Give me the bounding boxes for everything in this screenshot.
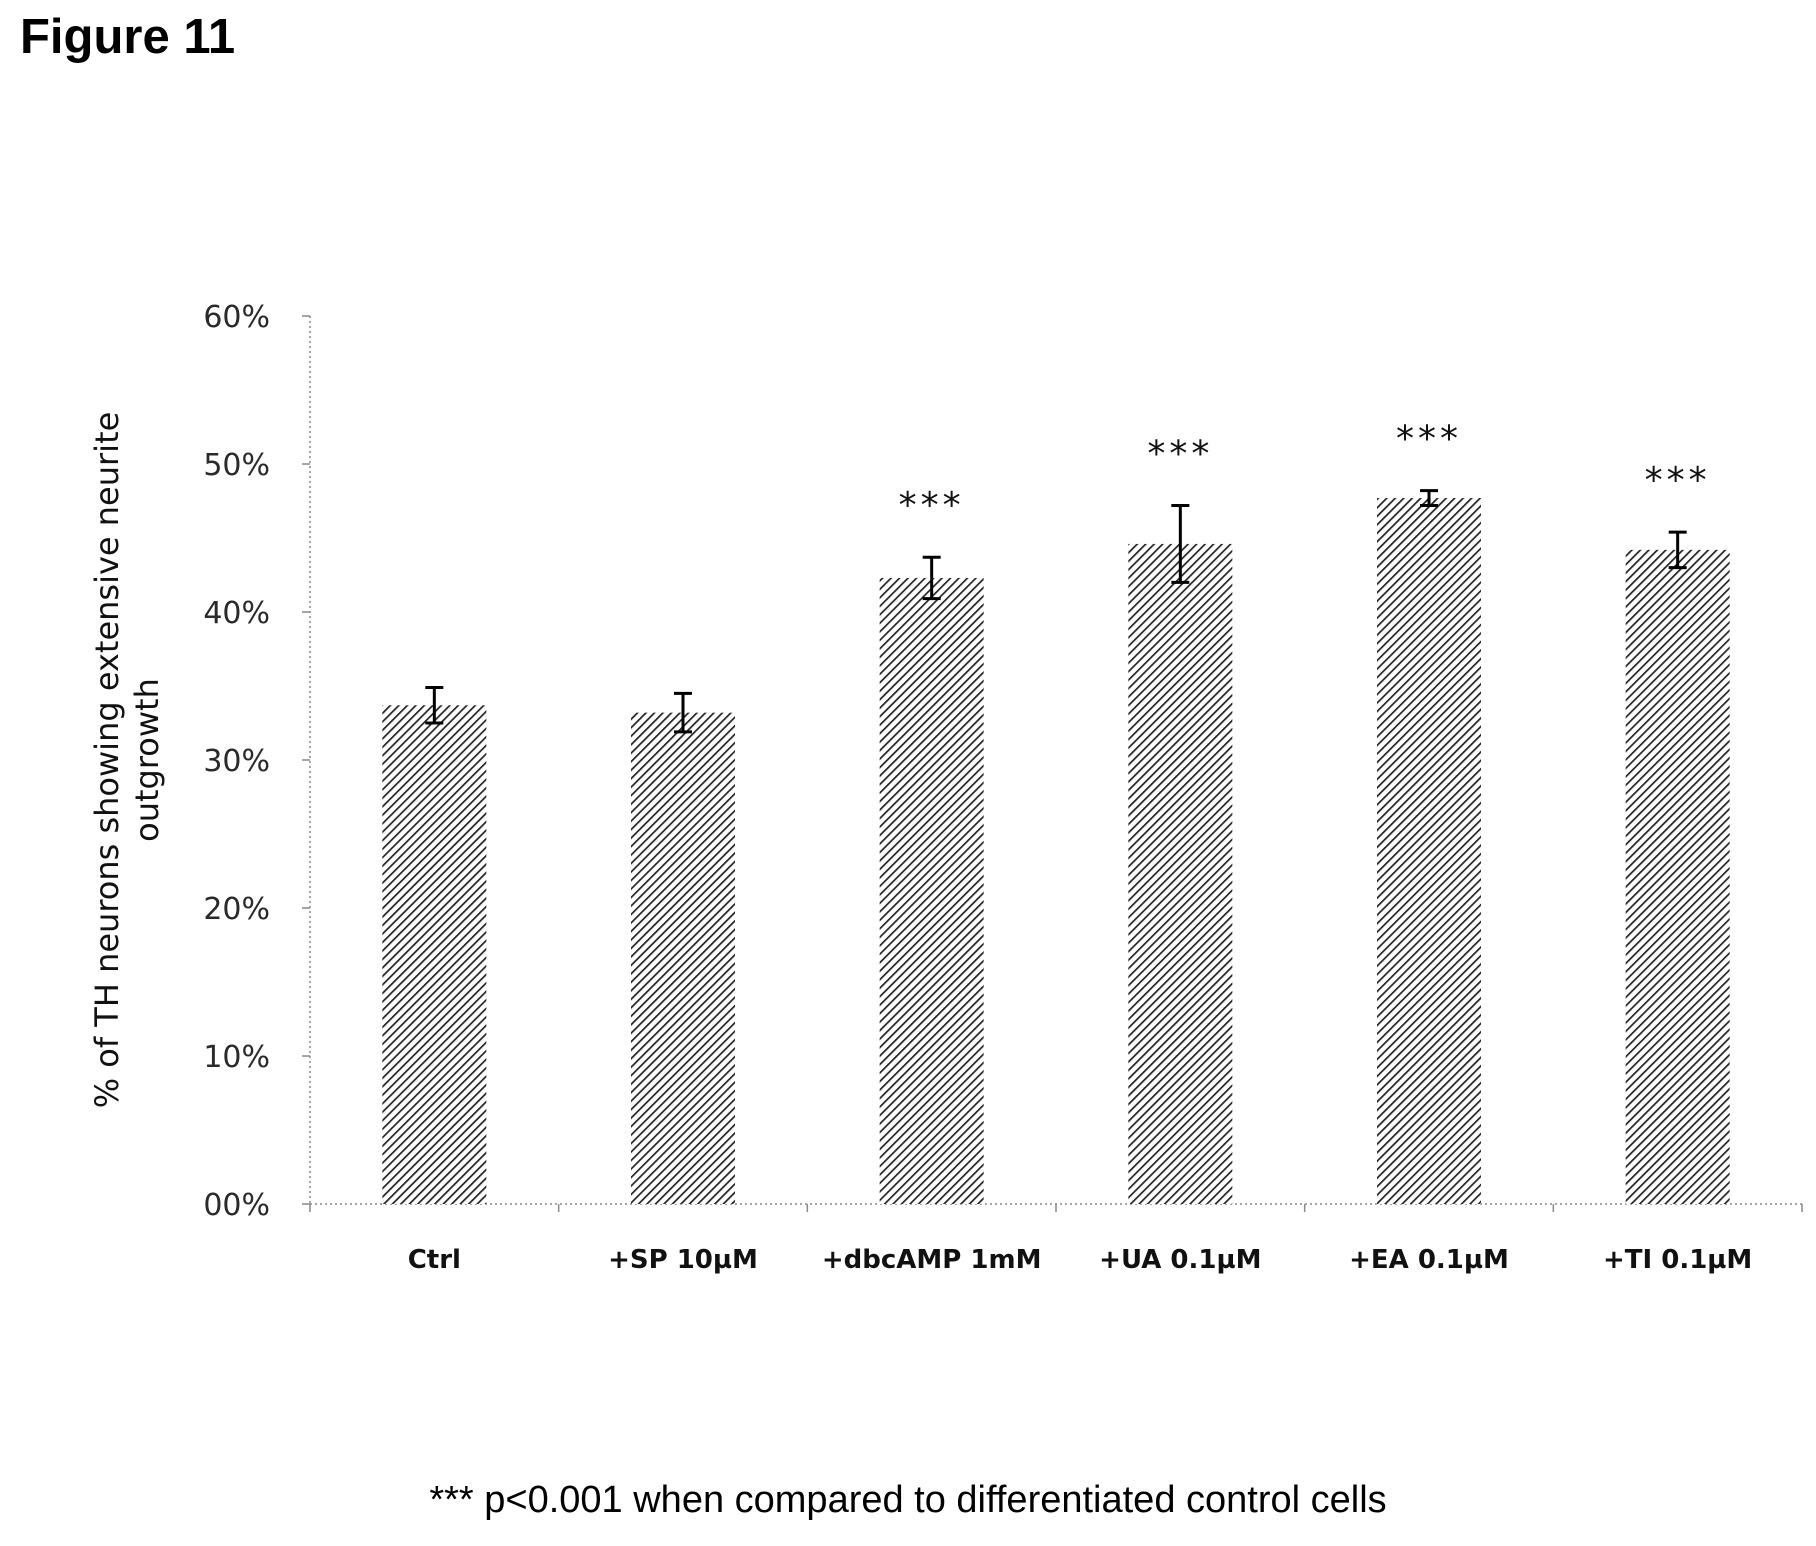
y-tick-label: 00% <box>203 1188 270 1223</box>
category-label: +EA 0.1µM <box>1349 1245 1509 1275</box>
bar <box>382 705 487 1204</box>
significance-marker: *** <box>899 485 965 526</box>
bars <box>382 498 1730 1204</box>
bar <box>1377 498 1481 1204</box>
y-tick-label: 20% <box>203 892 270 927</box>
y-axis-label: % of TH neurons showing extensive neurit… <box>88 412 166 1109</box>
bar <box>879 577 984 1204</box>
y-tick-label: 30% <box>203 744 270 779</box>
error-bar <box>1420 489 1438 507</box>
y-tick-label: 60% <box>203 300 270 335</box>
category-label: +dbcAMP 1mM <box>822 1245 1042 1275</box>
x-axis <box>309 1203 1803 1212</box>
figure-label: Figure 11 <box>20 10 236 64</box>
y-axis: 00% 10% 20% 30% 40% 50% 60% <box>203 300 311 1223</box>
bar <box>1625 549 1730 1204</box>
error-bar <box>1668 530 1687 570</box>
category-labels: Ctrl +SP 10µM +dbcAMP 1mM +UA 0.1µM +EA 0.1µ… <box>408 1245 1753 1275</box>
significance-marker: *** <box>1396 419 1462 460</box>
error-bar <box>922 555 941 601</box>
category-label: Ctrl <box>408 1245 461 1275</box>
bar <box>631 712 735 1204</box>
error-bar <box>1171 503 1190 584</box>
category-label: +TI 0.1µM <box>1603 1245 1752 1275</box>
bar-chart: 00% 10% 20% 30% 40% 50% 60% *** *** *** *** Ctrl +… <box>88 300 1803 1275</box>
significance-markers: *** *** *** *** <box>899 419 1711 527</box>
error-bars <box>425 489 1687 734</box>
y-axis-label-line: outgrowth <box>128 678 166 842</box>
y-tick-label: 50% <box>203 448 270 483</box>
error-bar <box>425 685 444 725</box>
footnote: *** p<0.001 when compared to differentia… <box>429 1479 1387 1521</box>
y-axis-label-line: % of TH neurons showing extensive neurit… <box>88 412 126 1109</box>
significance-marker: *** <box>1147 433 1213 474</box>
error-bar <box>674 691 692 734</box>
significance-marker: *** <box>1645 460 1711 501</box>
category-label: +SP 10µM <box>608 1245 758 1275</box>
category-label: +UA 0.1µM <box>1099 1245 1261 1275</box>
y-tick-label: 40% <box>203 596 270 631</box>
y-tick-label: 10% <box>203 1040 270 1075</box>
bar <box>1128 543 1233 1204</box>
